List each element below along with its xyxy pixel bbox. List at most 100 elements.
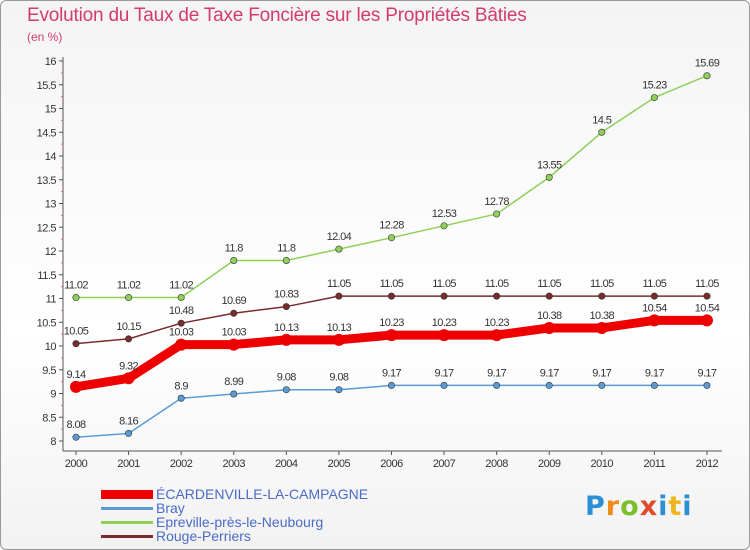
legend-swatch bbox=[101, 535, 153, 538]
data-label: 8.99 bbox=[224, 376, 243, 388]
y-tick-label: 15.5 bbox=[37, 80, 57, 92]
x-tick-label: 2008 bbox=[485, 458, 508, 470]
data-point bbox=[177, 294, 185, 302]
y-tick-label: 9.5 bbox=[42, 365, 56, 377]
data-label: 9.08 bbox=[329, 372, 348, 384]
data-label: 11.02 bbox=[117, 280, 141, 292]
y-tick-label: 12.5 bbox=[37, 222, 57, 234]
series-line-epreville-pres-le-neubourg bbox=[75, 74, 708, 299]
data-point bbox=[332, 333, 345, 346]
data-point bbox=[385, 329, 398, 342]
logo-letter: i bbox=[682, 491, 693, 522]
data-point bbox=[598, 381, 606, 389]
x-tick-label: 2002 bbox=[170, 458, 193, 470]
y-tick-label: 14.5 bbox=[37, 127, 57, 139]
y-tick-label: 15 bbox=[45, 104, 57, 116]
data-label: 12.78 bbox=[484, 196, 509, 208]
data-point bbox=[493, 292, 501, 300]
data-label: 11.05 bbox=[643, 278, 667, 290]
data-label: 9.32 bbox=[119, 360, 138, 372]
legend-label: Epreville-près-le-Neubourg bbox=[156, 514, 324, 530]
data-point bbox=[440, 222, 448, 230]
data-label: 12.04 bbox=[327, 231, 352, 243]
y-tick-label: 16 bbox=[45, 56, 57, 68]
x-tick-label: 2001 bbox=[117, 458, 140, 470]
y-tick-label: 11.5 bbox=[37, 270, 56, 282]
x-tick-label: 2003 bbox=[222, 458, 245, 470]
legend-label: ÉCARDENVILLE-LA-CAMPAGNE bbox=[156, 486, 369, 502]
data-label: 11.05 bbox=[695, 278, 719, 290]
legend-swatch bbox=[101, 507, 153, 510]
chart-title: Evolution du Taux de Taxe Foncière sur l… bbox=[27, 5, 527, 26]
data-point bbox=[440, 381, 448, 389]
data-label: 12.28 bbox=[379, 220, 404, 232]
data-point bbox=[493, 381, 501, 389]
data-point bbox=[650, 381, 658, 389]
x-tick-label: 2009 bbox=[538, 458, 561, 470]
data-label: 10.23 bbox=[484, 317, 509, 329]
data-label: 10.03 bbox=[169, 327, 194, 339]
data-label: 11.8 bbox=[225, 243, 244, 255]
data-label: 10.48 bbox=[169, 305, 194, 317]
data-label: 10.38 bbox=[537, 310, 562, 322]
data-label: 11.05 bbox=[590, 278, 614, 290]
data-point bbox=[703, 292, 711, 300]
data-label: 10.23 bbox=[379, 317, 404, 329]
data-point bbox=[230, 256, 238, 264]
data-point bbox=[545, 292, 553, 300]
data-point bbox=[280, 333, 293, 346]
data-point bbox=[175, 338, 188, 351]
logo-letter: o bbox=[620, 491, 640, 522]
data-point bbox=[282, 386, 290, 394]
data-point bbox=[72, 433, 80, 441]
data-label: 10.05 bbox=[64, 326, 89, 338]
legend-label: Rouge-Perriers bbox=[156, 528, 251, 544]
data-label: 10.83 bbox=[274, 289, 299, 301]
data-point bbox=[490, 329, 503, 342]
data-point bbox=[650, 292, 658, 300]
data-point bbox=[545, 173, 553, 181]
data-label: 13.55 bbox=[537, 159, 562, 171]
y-tick-label: 14 bbox=[45, 151, 57, 163]
data-point bbox=[650, 94, 658, 102]
y-tick-label: 8.5 bbox=[42, 412, 56, 424]
data-label: 10.03 bbox=[221, 327, 246, 339]
data-point bbox=[598, 128, 606, 136]
x-tick-label: 2011 bbox=[644, 458, 666, 470]
data-label: 14.5 bbox=[592, 114, 611, 126]
data-label: 15.69 bbox=[695, 58, 720, 70]
data-label: 8.9 bbox=[174, 380, 188, 392]
x-tick-label: 2006 bbox=[380, 458, 403, 470]
data-point bbox=[440, 292, 448, 300]
logo-letter: t bbox=[668, 491, 683, 522]
data-label: 9.17 bbox=[382, 367, 401, 379]
data-point bbox=[230, 390, 238, 398]
y-tick-label: 12 bbox=[45, 246, 57, 258]
y-tick-label: 13.5 bbox=[37, 175, 57, 187]
data-point bbox=[227, 338, 240, 351]
data-point bbox=[700, 314, 713, 327]
data-point bbox=[493, 210, 501, 218]
y-tick-label: 13 bbox=[45, 199, 57, 211]
series-line-bray bbox=[75, 384, 708, 438]
chart-unit: (en %) bbox=[27, 30, 63, 44]
data-label: 10.13 bbox=[327, 322, 352, 334]
data-label: 9.17 bbox=[645, 367, 664, 379]
data-point bbox=[595, 321, 608, 334]
data-point bbox=[335, 292, 343, 300]
data-label: 9.17 bbox=[487, 367, 506, 379]
data-point bbox=[125, 429, 133, 437]
data-label: 12.53 bbox=[432, 208, 457, 220]
data-point bbox=[125, 335, 133, 343]
logo-letter: r bbox=[605, 491, 621, 522]
y-tick-label: 11 bbox=[46, 294, 57, 306]
data-point bbox=[72, 340, 80, 348]
data-label: 11.05 bbox=[537, 278, 561, 290]
data-label: 9.08 bbox=[277, 372, 296, 384]
data-point bbox=[177, 394, 185, 402]
data-point bbox=[387, 234, 395, 242]
logo-letter: P bbox=[585, 491, 606, 522]
x-tick-label: 2005 bbox=[328, 458, 351, 470]
data-label: 10.13 bbox=[274, 322, 299, 334]
